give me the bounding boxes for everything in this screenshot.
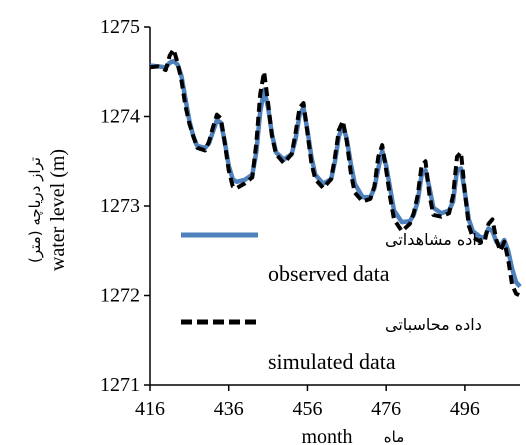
x-tick-label: 416 <box>135 398 165 420</box>
y-tick-label: 1271 <box>100 374 140 396</box>
x-tick-label: 476 <box>371 398 401 420</box>
y-tick-label: 1274 <box>100 106 140 128</box>
legend-label-simulated: simulated data <box>268 349 396 374</box>
x-axis-title-persian: ماه <box>384 428 404 445</box>
legend-label-simulated-persian: داده محاسباتی <box>385 315 482 334</box>
x-tick-label: 436 <box>214 398 244 420</box>
y-axis-title: water level (m) <box>47 149 69 271</box>
y-axis-title-persian: تراز دریاچه (متر) <box>26 157 44 263</box>
legend-label-observed: observed data <box>268 261 390 286</box>
tick-labels: 1271 1272 1273 1274 1275 416 436 456 476 496 <box>100 16 480 420</box>
series-layer <box>149 47 522 298</box>
y-tick-label: 1273 <box>100 195 140 217</box>
y-tick-label: 1275 <box>100 16 140 38</box>
axes <box>144 26 520 391</box>
x-tick-label: 496 <box>450 398 480 420</box>
simulated-series-line <box>149 47 521 298</box>
x-tick-label: 456 <box>292 398 322 420</box>
legend: داده مشاهداتی observed data داده محاسبات… <box>181 230 484 374</box>
y-tick-label: 1272 <box>100 285 140 307</box>
x-axis-title: month <box>301 426 352 445</box>
legend-label-observed-persian: داده مشاهداتی <box>385 230 484 249</box>
